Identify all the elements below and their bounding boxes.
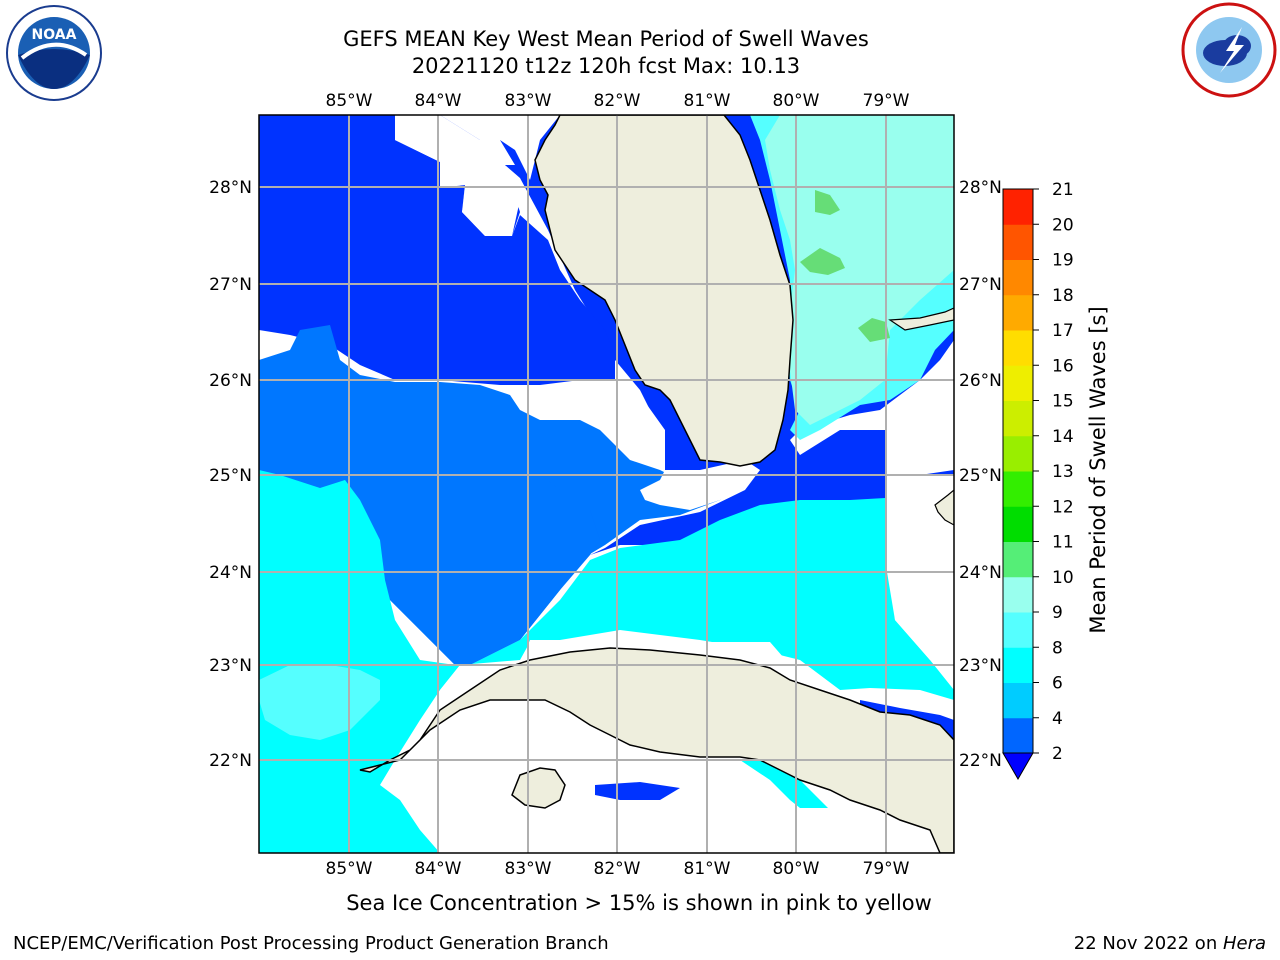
lon-label-bottom: 80°W: [773, 859, 820, 879]
map-plot-area: [259, 115, 954, 853]
lon-label-bottom: 84°W: [415, 859, 462, 879]
colorbar-tick-label: 19: [1052, 251, 1074, 271]
lon-label-top: 81°W: [684, 91, 731, 111]
nws-logo: [1181, 2, 1277, 98]
colorbar-segment: [1003, 330, 1033, 366]
colorbar-tick-label: 10: [1052, 568, 1074, 588]
footer-credit: NCEP/EMC/Verification Post Processing Pr…: [13, 933, 609, 954]
colorbar-segment: [1003, 224, 1033, 260]
contour-period-9-10: [765, 115, 954, 425]
colorbar-segment: [1003, 435, 1033, 472]
map-title: GEFS MEAN Key West Mean Period of Swell …: [343, 27, 869, 51]
colorbar-segment: [1003, 541, 1033, 578]
lat-label-left: 28°N: [209, 178, 252, 198]
colorbar-segment: [1003, 259, 1033, 296]
colorbar-tick-label: 11: [1052, 533, 1074, 553]
graticule: [259, 115, 954, 853]
colorbar-extend-min: [1002, 752, 1034, 781]
lat-label-right: 25°N: [959, 466, 1002, 486]
colorbar-segment: [1003, 612, 1033, 648]
lon-label-top: 82°W: [594, 91, 641, 111]
lat-label-right: 27°N: [959, 275, 1002, 295]
contour-period-10-11-a: [815, 190, 840, 215]
land-florida: [534, 115, 794, 467]
colorbar-tick-label: 13: [1052, 462, 1074, 482]
lon-label-bottom: 81°W: [684, 859, 731, 879]
lat-label-right: 24°N: [959, 563, 1002, 583]
nodata-south-centre: [505, 760, 840, 853]
colorbar-segment: [1003, 717, 1033, 754]
map-subtitle: 20221120 t12z 120h fcst Max: 10.13: [411, 54, 801, 78]
lat-label-right: 23°N: [959, 656, 1002, 676]
contour-period-10-11-c: [858, 318, 890, 342]
colorbar-tick-label: 6: [1052, 674, 1063, 694]
colorbar-tick-label: 12: [1052, 497, 1074, 517]
land-andros: [934, 489, 954, 526]
lat-label-left: 22°N: [209, 751, 252, 771]
footer-date: 22 Nov 2022 on Hera: [1074, 933, 1266, 954]
colorbar-segment: [1003, 506, 1033, 542]
lat-label-right: 26°N: [959, 371, 1002, 391]
caption: Sea Ice Concentration > 15% is shown in …: [346, 891, 932, 915]
map-frame: [258, 114, 955, 854]
colorbar-segment: [1003, 682, 1033, 719]
colorbar-tick-label: 2: [1052, 744, 1063, 764]
colorbar-tick-label: 21: [1052, 180, 1074, 200]
colorbar-tick-label: 4: [1052, 709, 1063, 729]
lon-label-top: 84°W: [415, 91, 462, 111]
footer-date-text: 22 Nov 2022 on: [1073, 933, 1223, 954]
colorbar-tick-label: 17: [1052, 321, 1074, 341]
nodata-east-strip: [885, 475, 954, 665]
lon-label-top: 80°W: [773, 91, 820, 111]
colorbar-tick-label: 9: [1052, 603, 1063, 623]
lat-label-left: 27°N: [209, 275, 252, 295]
lat-label-left: 26°N: [209, 371, 252, 391]
lon-label-bottom: 83°W: [505, 859, 552, 879]
lon-label-bottom: 79°W: [863, 859, 910, 879]
colorbar-segment: [1003, 189, 1033, 225]
colorbar: 2 4 6 8 9 10 11 12 13 14 15 16 17 18 19 20 21: [1002, 180, 1074, 781]
colorbar-segment: [1003, 365, 1033, 401]
colorbar-segment: [1003, 471, 1033, 507]
colorbar-tick-label: 16: [1052, 356, 1074, 376]
land-cuba: [359, 647, 954, 853]
footer-host: Hera: [1222, 933, 1266, 954]
lat-label-left: 25°N: [209, 466, 252, 486]
lat-label-right: 22°N: [959, 751, 1002, 771]
lat-label-right: 28°N: [959, 178, 1002, 198]
lon-label-top: 83°W: [505, 91, 552, 111]
lon-label-top: 79°W: [863, 91, 910, 111]
nodata-florida-west: [615, 385, 760, 510]
nodata-nw: [395, 115, 520, 236]
lat-label-left: 24°N: [209, 563, 252, 583]
colorbar-segment: [1003, 576, 1033, 613]
colorbar-tick-label: 8: [1052, 638, 1063, 658]
colorbar-segment: [1003, 400, 1033, 437]
colorbar-label: Mean Period of Swell Waves [s]: [1086, 306, 1110, 633]
colorbar-segment: [1003, 647, 1033, 683]
colorbar-segment: [1003, 294, 1033, 331]
svg-text:NOAA: NOAA: [32, 27, 77, 43]
lat-label-left: 23°N: [209, 656, 252, 676]
land-grand-bahama: [888, 307, 954, 331]
contour-period-6-8: [259, 470, 954, 853]
colorbar-tick-label: 15: [1052, 392, 1074, 412]
contour-period-10-11-b: [800, 248, 845, 275]
lon-label-bottom: 85°W: [326, 859, 373, 879]
noaa-logo: NOAA: [6, 5, 102, 101]
colorbar-tick-label: 14: [1052, 427, 1074, 447]
lon-label-top: 85°W: [326, 91, 373, 111]
colorbar-tick-label: 18: [1052, 286, 1074, 306]
land-isla-juventud: [511, 767, 566, 809]
lon-label-bottom: 82°W: [594, 859, 641, 879]
colorbar-tick-label: 20: [1052, 215, 1074, 235]
